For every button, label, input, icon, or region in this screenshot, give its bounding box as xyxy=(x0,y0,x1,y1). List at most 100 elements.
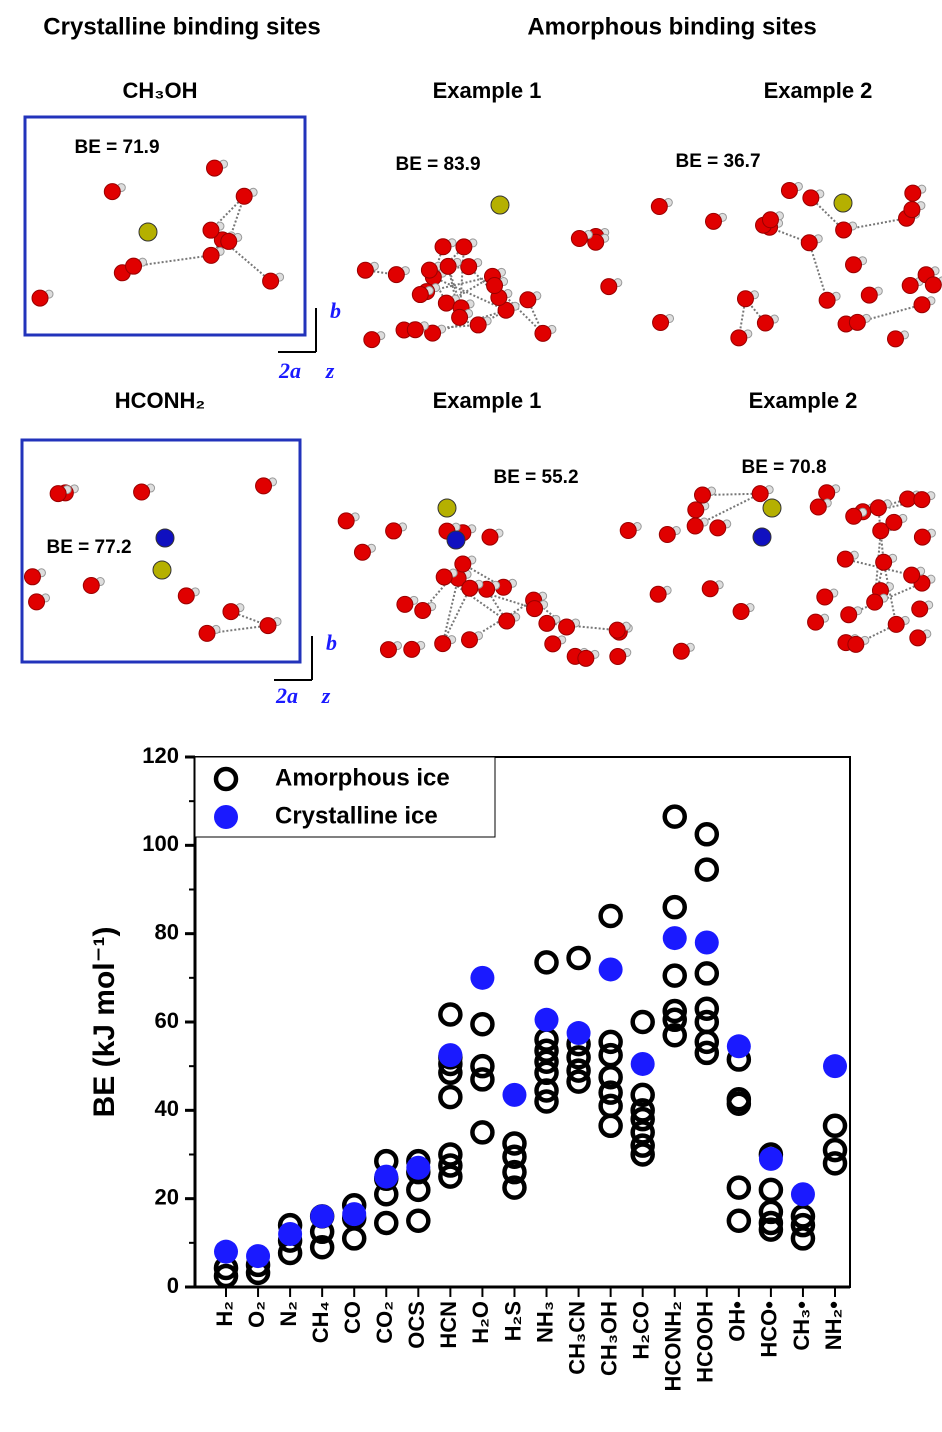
x-tick-label: HCN xyxy=(436,1301,461,1349)
oxygen-atom xyxy=(910,630,926,646)
oxygen-atom xyxy=(781,182,797,198)
data-point xyxy=(729,1211,749,1231)
data-point xyxy=(344,1228,364,1248)
data-point xyxy=(406,1156,430,1180)
oxygen-atom xyxy=(578,650,594,666)
data-point xyxy=(214,1240,238,1264)
axis-label: z xyxy=(321,683,331,708)
scatter-chart: 020406080100120BE (kJ mol⁻¹)H₂O₂N₂CH₄COC… xyxy=(88,743,850,1392)
x-tick-label: CH₄ xyxy=(308,1301,333,1343)
oxygen-atom xyxy=(925,277,941,293)
oxygen-atom xyxy=(29,594,45,610)
oxygen-atom xyxy=(461,259,477,275)
oxygen-atom xyxy=(438,295,454,311)
oxygen-atom xyxy=(819,485,835,501)
oxygen-atom xyxy=(545,636,561,652)
oxygen-atom xyxy=(535,325,551,341)
data-point xyxy=(663,926,687,950)
unit-cell xyxy=(25,117,305,335)
x-tick-label: HCOOH xyxy=(693,1301,718,1383)
data-point xyxy=(631,1052,655,1076)
data-point xyxy=(697,860,717,880)
oxygen-atom xyxy=(801,235,817,251)
data-point xyxy=(569,948,589,968)
x-tick-label: CH₃• xyxy=(789,1301,814,1351)
x-tick-label: H₂ xyxy=(212,1301,237,1327)
oxygen-atom xyxy=(260,618,276,634)
oxygen-atom xyxy=(388,267,404,283)
oxygen-atom xyxy=(710,520,726,536)
legend-label: Crystalline ice xyxy=(275,802,438,829)
x-tick-label: CO xyxy=(340,1301,365,1334)
x-tick-label: HCONH₂ xyxy=(661,1301,686,1391)
oxygen-atom xyxy=(819,292,835,308)
data-point xyxy=(665,807,685,827)
x-tick-label: HCO• xyxy=(757,1301,782,1358)
axis-label: b xyxy=(330,298,341,323)
x-tick-label: H₂CO xyxy=(628,1301,653,1360)
oxygen-atom xyxy=(610,649,626,665)
hydrogen-bond xyxy=(547,623,617,630)
be-label: BE = 77.2 xyxy=(46,537,131,558)
data-point xyxy=(537,952,557,972)
molecule-label: CH₃OH xyxy=(123,78,198,103)
data-point xyxy=(633,1012,653,1032)
axis-label: 2a xyxy=(275,683,298,708)
oxygen-atom xyxy=(705,213,721,229)
data-point xyxy=(697,824,717,844)
data-point xyxy=(601,1032,621,1052)
data-point xyxy=(665,897,685,917)
oxygen-atom xyxy=(24,569,40,585)
y-axis-label: BE (kJ mol⁻¹) xyxy=(88,927,121,1118)
data-point xyxy=(408,1211,428,1231)
data-point xyxy=(697,999,717,1019)
data-point xyxy=(472,1056,492,1076)
x-tick-label: H₂S xyxy=(500,1301,525,1341)
y-tick-label: 20 xyxy=(155,1184,179,1209)
data-point xyxy=(472,1122,492,1142)
oxygen-atom xyxy=(688,502,704,518)
oxygen-atom xyxy=(837,551,853,567)
oxygen-atom xyxy=(203,247,219,263)
oxygen-atom xyxy=(848,636,864,652)
axis-arrows xyxy=(278,308,316,352)
oxygen-atom xyxy=(50,486,66,502)
adsorbate-atom xyxy=(447,531,465,549)
be-label: BE = 55.2 xyxy=(493,467,578,488)
oxygen-atom xyxy=(470,317,486,333)
data-point xyxy=(823,1054,847,1078)
oxygen-atom xyxy=(902,278,918,294)
oxygen-atom xyxy=(694,487,710,503)
data-point xyxy=(472,1014,492,1034)
oxygen-atom xyxy=(223,604,239,620)
oxygen-atom xyxy=(673,643,689,659)
oxygen-atom xyxy=(83,578,99,594)
axis-label: z xyxy=(325,358,335,383)
hydrogen-bond xyxy=(809,243,827,301)
oxygen-atom xyxy=(499,613,515,629)
data-point xyxy=(825,1116,845,1136)
example-label: Example 2 xyxy=(749,388,858,413)
oxygen-atom xyxy=(912,601,928,617)
be-label: BE = 36.7 xyxy=(675,151,760,172)
molecular-structures xyxy=(24,160,942,666)
data-point xyxy=(697,963,717,983)
y-tick-label: 40 xyxy=(155,1096,179,1121)
oxygen-atom xyxy=(559,619,575,635)
data-point xyxy=(761,1180,781,1200)
oxygen-atom xyxy=(412,287,428,303)
oxygen-atom xyxy=(178,588,194,604)
data-point xyxy=(502,1083,526,1107)
oxygen-atom xyxy=(702,581,718,597)
oxygen-atom xyxy=(737,291,753,307)
oxygen-atom xyxy=(867,594,883,610)
oxygen-atom xyxy=(221,233,237,249)
x-tick-label: CO₂ xyxy=(372,1301,397,1344)
adsorbate-atom xyxy=(153,561,171,579)
data-point xyxy=(695,931,719,955)
adsorbate-atom xyxy=(438,499,456,517)
adsorbate-atom xyxy=(753,528,771,546)
oxygen-atom xyxy=(236,188,252,204)
oxygen-atom xyxy=(651,199,667,215)
data-point xyxy=(599,957,623,981)
